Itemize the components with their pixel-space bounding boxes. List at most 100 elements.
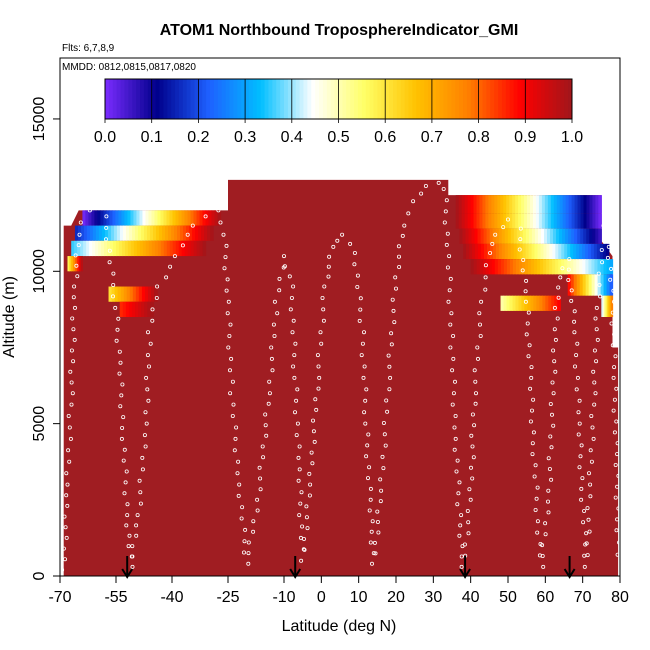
track-point xyxy=(577,421,582,426)
track-point xyxy=(363,421,368,426)
heat-cell xyxy=(503,195,507,214)
colorbar-cell xyxy=(439,79,445,119)
track-point xyxy=(552,327,557,332)
heat-cell xyxy=(473,195,478,214)
heat-cell xyxy=(579,274,584,296)
track-point xyxy=(419,191,424,196)
track-point xyxy=(505,217,510,222)
heat-cell xyxy=(567,243,571,260)
track-point xyxy=(501,225,506,230)
colorbar-cell xyxy=(272,79,277,119)
track-point xyxy=(321,318,326,323)
track-point xyxy=(124,469,129,474)
track-point xyxy=(335,238,340,243)
heat-cell xyxy=(166,240,171,257)
track-point xyxy=(380,454,385,459)
heat-cell xyxy=(133,240,138,257)
track-point xyxy=(457,480,462,485)
colorbar-tick-label: 0.3 xyxy=(234,129,256,146)
track-point xyxy=(307,493,312,498)
track-point xyxy=(272,299,277,304)
track-point xyxy=(143,444,148,449)
heat-cell xyxy=(94,210,99,226)
track-point xyxy=(294,398,299,403)
track-point xyxy=(612,430,617,435)
track-point xyxy=(287,274,292,279)
dates-label: MMDD: 0812,0815,0817,0820 xyxy=(62,62,196,73)
track-point xyxy=(64,471,69,476)
track-point xyxy=(541,564,546,569)
track-point xyxy=(143,410,148,415)
track-point xyxy=(591,436,596,441)
colorbar-cell xyxy=(517,79,522,119)
track-point xyxy=(442,220,447,225)
track-point xyxy=(531,430,536,435)
heat-cell xyxy=(494,259,499,275)
track-point xyxy=(455,502,460,507)
heat-cell xyxy=(553,213,558,229)
heat-cell xyxy=(525,243,530,260)
heat-cell xyxy=(512,213,516,229)
heat-cell xyxy=(513,243,518,260)
colorbar-cell xyxy=(459,79,464,119)
track-point xyxy=(134,523,139,528)
track-point xyxy=(227,333,232,338)
heat-cell xyxy=(582,259,586,275)
heat-cell xyxy=(92,240,96,257)
track-point xyxy=(549,477,554,482)
track-point xyxy=(320,295,325,300)
heat-cell xyxy=(565,213,570,229)
track-point xyxy=(465,508,470,513)
track-point xyxy=(605,234,610,239)
heat-cell xyxy=(565,228,569,244)
heat-cell xyxy=(139,210,144,226)
heat-cell xyxy=(525,259,529,275)
colorbar-cell xyxy=(264,79,269,119)
track-point xyxy=(257,465,262,470)
track-point xyxy=(535,530,540,535)
track-point xyxy=(594,305,599,310)
colorbar-cell xyxy=(373,79,378,119)
colorbar-cell xyxy=(501,79,507,119)
heat-cell xyxy=(555,259,559,275)
heat-cell xyxy=(190,210,195,226)
track-point xyxy=(614,386,619,391)
heat-cell xyxy=(538,195,543,214)
heat-cell xyxy=(482,259,487,275)
heat-cell xyxy=(129,286,134,302)
colorbar-cell xyxy=(498,79,503,119)
track-point xyxy=(358,307,363,312)
track-point xyxy=(69,402,74,407)
track-point xyxy=(185,232,190,237)
heat-cell xyxy=(500,295,505,311)
heat-cell xyxy=(467,195,472,214)
track-point xyxy=(366,432,371,437)
track-point xyxy=(316,364,321,369)
track-point xyxy=(521,257,526,262)
heat-cell xyxy=(528,243,533,260)
track-point xyxy=(535,485,540,490)
heat-cell xyxy=(559,195,564,214)
colorbar-cell xyxy=(420,79,425,119)
colorbar-cell xyxy=(505,79,511,119)
colorbar-cell xyxy=(202,79,207,119)
track-point xyxy=(228,391,233,396)
track-point xyxy=(71,295,76,300)
track-point xyxy=(130,544,135,549)
heat-cell xyxy=(178,210,183,226)
colorbar-cell xyxy=(443,79,448,119)
track-point xyxy=(299,558,304,563)
colorbar-cell xyxy=(482,79,487,119)
track-point xyxy=(383,443,388,448)
track-point xyxy=(66,448,71,453)
chart-title: ATOM1 Northbound TroposphereIndicator_GM… xyxy=(160,22,519,39)
track-point xyxy=(340,232,345,237)
track-point xyxy=(251,519,256,524)
track-point xyxy=(593,316,598,321)
colorbar-cell xyxy=(108,79,114,119)
track-point xyxy=(448,345,453,350)
track-point xyxy=(466,520,471,525)
track-point xyxy=(180,243,185,248)
colorbar-cell xyxy=(175,79,180,119)
track-point xyxy=(361,330,366,335)
